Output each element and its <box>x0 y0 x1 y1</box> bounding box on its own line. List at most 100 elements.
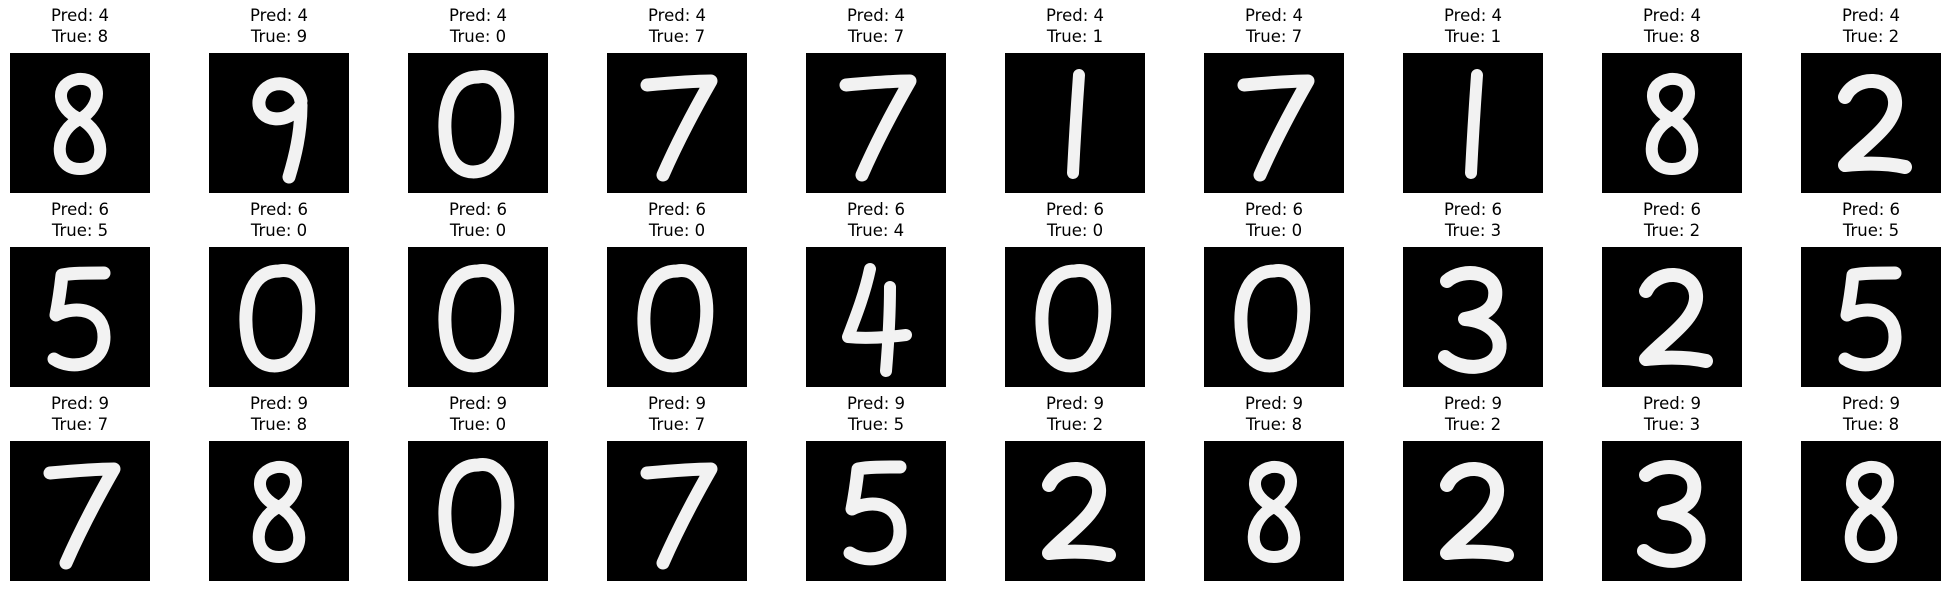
predicted-label: Pred: 6 <box>1841 200 1900 219</box>
panel-title: Pred: 6 True: 0 <box>179 199 379 241</box>
predicted-label: Pred: 9 <box>647 394 706 413</box>
panel-title: Pred: 9 True: 0 <box>378 393 578 435</box>
digit-stroke <box>842 263 912 377</box>
sample-panel: Pred: 9 True: 8 <box>1204 393 1344 581</box>
digit-image <box>1801 53 1941 193</box>
sample-panel: Pred: 4 True: 0 <box>408 5 548 193</box>
predicted-label: Pred: 4 <box>448 6 507 25</box>
sample-panel: Pred: 9 True: 0 <box>408 393 548 581</box>
sample-panel: Pred: 9 True: 5 <box>806 393 946 581</box>
true-label: True: 0 <box>449 221 507 240</box>
sample-panel: Pred: 9 True: 8 <box>1801 393 1941 581</box>
true-label: True: 0 <box>449 415 507 434</box>
digit-stroke <box>1234 264 1311 373</box>
digit-image <box>806 247 946 387</box>
digit-image <box>10 441 150 581</box>
digit-image <box>1801 247 1941 387</box>
digit-image <box>1403 247 1543 387</box>
digit-image <box>1801 441 1941 581</box>
predicted-label: Pred: 4 <box>1642 6 1701 25</box>
panel-title: Pred: 4 True: 8 <box>0 5 180 47</box>
sample-panel: Pred: 4 True: 7 <box>607 5 747 193</box>
digit-image <box>408 247 548 387</box>
predicted-label: Pred: 4 <box>647 6 706 25</box>
predicted-label: Pred: 9 <box>1841 394 1900 413</box>
true-label: True: 0 <box>250 221 308 240</box>
digit-image <box>607 247 747 387</box>
digit-stroke <box>1838 266 1902 372</box>
predicted-label: Pred: 6 <box>846 200 905 219</box>
digit-image <box>607 53 747 193</box>
handwritten-digit <box>1204 247 1344 387</box>
predicted-label: Pred: 9 <box>50 394 109 413</box>
handwritten-digit <box>1801 247 1941 387</box>
digit-stroke <box>43 462 121 570</box>
predicted-label: Pred: 9 <box>1443 394 1502 413</box>
sample-panel: Pred: 6 True: 0 <box>607 199 747 387</box>
sample-panel: Pred: 9 True: 2 <box>1005 393 1145 581</box>
handwritten-digit <box>607 53 747 193</box>
sample-panel: Pred: 6 True: 3 <box>1403 199 1543 387</box>
true-label: True: 8 <box>1643 27 1701 46</box>
panel-title: Pred: 4 True: 1 <box>975 5 1175 47</box>
digit-image <box>1403 441 1543 581</box>
digit-image <box>1602 247 1742 387</box>
digit-image <box>209 441 349 581</box>
true-label: True: 5 <box>847 415 905 434</box>
sample-panel: Pred: 4 True: 7 <box>1204 5 1344 193</box>
true-label: True: 2 <box>1046 415 1104 434</box>
digit-image <box>607 441 747 581</box>
digit-stroke <box>1465 69 1483 179</box>
digit-stroke <box>640 74 718 182</box>
digit-image <box>1602 441 1742 581</box>
panel-title: Pred: 9 True: 5 <box>776 393 976 435</box>
digit-image <box>1005 441 1145 581</box>
true-label: True: 8 <box>250 415 308 434</box>
panel-title: Pred: 9 True: 8 <box>179 393 379 435</box>
panel-title: Pred: 9 True: 3 <box>1572 393 1772 435</box>
digit-stroke <box>1440 462 1514 562</box>
true-label: True: 0 <box>1046 221 1104 240</box>
digit-image <box>209 247 349 387</box>
panel-title: Pred: 6 True: 3 <box>1373 199 1573 241</box>
predicted-label: Pred: 6 <box>1244 200 1303 219</box>
true-label: True: 7 <box>847 27 905 46</box>
sample-panel: Pred: 4 True: 7 <box>806 5 946 193</box>
panel-title: Pred: 4 True: 7 <box>776 5 976 47</box>
true-label: True: 7 <box>648 27 706 46</box>
handwritten-digit <box>1005 53 1145 193</box>
panel-title: Pred: 6 True: 4 <box>776 199 976 241</box>
predicted-label: Pred: 9 <box>249 394 308 413</box>
true-label: True: 9 <box>250 27 308 46</box>
handwritten-digit <box>1005 247 1145 387</box>
digit-stroke <box>1637 460 1706 568</box>
digit-stroke <box>1838 74 1912 174</box>
digit-stroke <box>1844 461 1898 563</box>
digit-stroke <box>843 460 907 566</box>
digit-stroke <box>252 461 306 563</box>
digit-stroke <box>1067 69 1085 179</box>
sample-panel: Pred: 4 True: 1 <box>1005 5 1145 193</box>
handwritten-digit <box>1403 53 1543 193</box>
sample-panel: Pred: 4 True: 8 <box>1602 5 1742 193</box>
panel-title: Pred: 6 True: 0 <box>1174 199 1374 241</box>
handwritten-digit <box>10 441 150 581</box>
true-label: True: 3 <box>1444 221 1502 240</box>
predicted-label: Pred: 9 <box>846 394 905 413</box>
true-label: True: 8 <box>1842 415 1900 434</box>
sample-panel: Pred: 6 True: 0 <box>408 199 548 387</box>
digit-stroke <box>438 458 515 567</box>
panel-title: Pred: 9 True: 8 <box>1771 393 1947 435</box>
handwritten-digit <box>806 247 946 387</box>
sample-panel: Pred: 9 True: 7 <box>607 393 747 581</box>
handwritten-digit <box>806 441 946 581</box>
digit-image <box>408 441 548 581</box>
true-label: True: 2 <box>1842 27 1900 46</box>
digit-image <box>10 247 150 387</box>
predicted-label: Pred: 4 <box>846 6 905 25</box>
sample-panel: Pred: 9 True: 2 <box>1403 393 1543 581</box>
digit-image <box>1204 247 1344 387</box>
sample-panel: Pred: 6 True: 5 <box>1801 199 1941 387</box>
panel-title: Pred: 6 True: 0 <box>975 199 1175 241</box>
